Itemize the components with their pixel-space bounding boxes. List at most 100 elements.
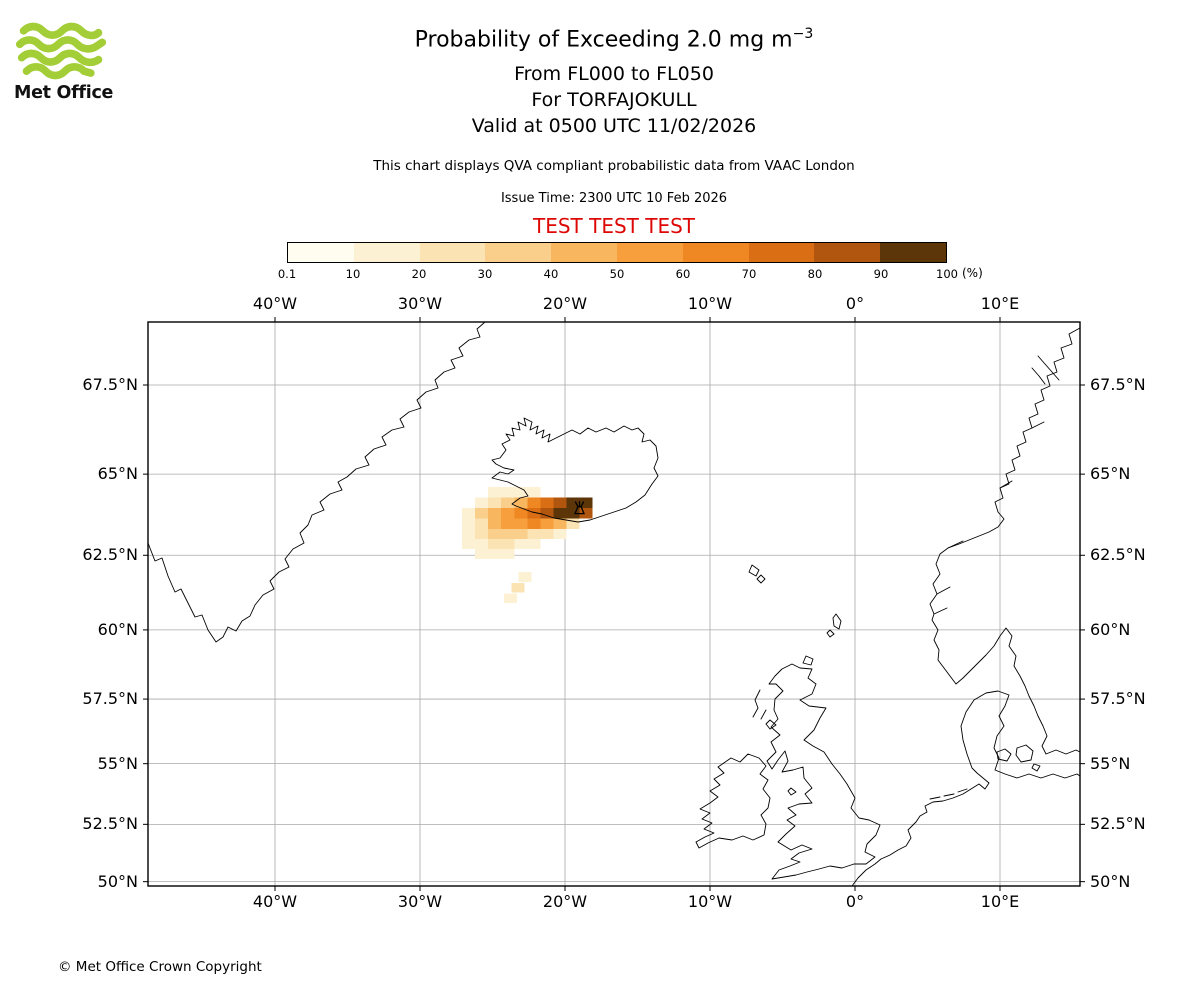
latitude-label-left: 52.5°N (82, 814, 138, 834)
title-exponent: −3 (792, 26, 814, 42)
plume-cell (566, 497, 580, 509)
colorbar-tick-label: 10 (345, 267, 361, 281)
latitude-label-right: 57.5°N (1090, 689, 1146, 709)
coastlines (147, 321, 1081, 887)
plume-cell (527, 528, 541, 539)
plume-cell (511, 582, 525, 593)
coastline-norway-fjord (999, 480, 1013, 489)
plume-cell (527, 518, 541, 529)
latitude-label-left: 65°N (97, 464, 138, 484)
longitude-label-top: 10°W (687, 294, 733, 313)
plume-cell (501, 518, 515, 529)
plume-cell (553, 518, 567, 529)
colorbar-segment (551, 243, 617, 262)
logo-wave (15, 36, 107, 53)
plume-cell (501, 538, 515, 550)
longitude-label-top: 10°E (980, 294, 1020, 313)
coastline-skye (765, 719, 777, 730)
colorbar-segment (748, 243, 815, 262)
coastline-norway-fjord (933, 607, 948, 615)
logo-wave (17, 49, 103, 67)
colorbar-segment (485, 243, 552, 262)
coastline-orkney (802, 655, 814, 666)
chart-title-text: Probability of Exceeding 2.0 mg m (414, 27, 793, 53)
valid-time-line: Valid at 0500 UTC 11/02/2026 (471, 115, 757, 137)
latitude-label-right: 52.5°N (1090, 814, 1146, 834)
plume-cell (579, 497, 593, 509)
plume-cell (488, 486, 502, 498)
colorbar-tick-label: 50 (609, 267, 625, 281)
coastline-shetland (832, 613, 842, 630)
flight-levels-line: From FL000 to FL050 (514, 63, 714, 85)
latitude-label-right: 62.5°N (1090, 545, 1146, 565)
longitude-label-bottom: 40°W (252, 892, 298, 911)
longitude-label-top: 30°W (397, 294, 443, 313)
test-banner: TEST TEST TEST (532, 214, 695, 238)
plume-cell (462, 518, 476, 529)
plume-cell (475, 528, 489, 539)
plume-cell (566, 518, 580, 529)
coastline-faroe-islands (748, 564, 760, 577)
colorbar-tick-label: 60 (675, 267, 691, 281)
plume-cell (540, 518, 554, 529)
plume-cell (475, 497, 489, 509)
plume-cell (553, 497, 567, 509)
latitude-label-right: 55°N (1090, 753, 1131, 773)
map-border (147, 321, 1081, 887)
logo-wave (22, 63, 95, 80)
volcano-marker (574, 501, 585, 515)
longitude-label-bottom: 20°W (542, 892, 588, 911)
colorbar-segment (616, 243, 683, 262)
plume-cell (527, 497, 541, 509)
coastline-zealand (1015, 744, 1034, 763)
plume-cell (501, 486, 515, 498)
longitude-label-bottom: 0° (845, 892, 865, 911)
colorbar-unit-label: (%) (962, 266, 983, 280)
coastline-frisian-islands (929, 796, 941, 800)
chart-title: Probability of Exceeding 2.0 mg m−3 (14, 26, 1200, 52)
plume-cell (501, 497, 515, 509)
plume-cell (475, 549, 489, 560)
coastline-greenland (147, 321, 486, 643)
longitude-label-bottom: 30°W (397, 892, 443, 911)
plume-cell (462, 528, 476, 539)
probability-colorbar (287, 242, 947, 263)
coastline-frisian-islands (943, 793, 955, 797)
coastline-lolland (1031, 763, 1041, 772)
colorbar-tick-label: 0.1 (277, 267, 297, 281)
plume-cell (475, 508, 489, 519)
colorbar-tick-label: 20 (411, 267, 427, 281)
ash-probability-raster (462, 486, 593, 603)
longitude-label-top: 0° (845, 294, 865, 313)
coastline-continental-europe (851, 690, 1081, 887)
coastline-isle-of-man (787, 787, 797, 796)
plume-cell (475, 518, 489, 529)
plume-cell (514, 518, 528, 529)
plume-cell (488, 549, 502, 560)
colorbar-tick-label: 30 (477, 267, 493, 281)
latitude-label-left: 62.5°N (82, 545, 138, 565)
plume-cell (462, 508, 476, 519)
latitude-label-left: 67.5°N (82, 375, 138, 394)
axis-ticks (143, 317, 1085, 891)
plume-cell (501, 508, 515, 519)
plume-cell (527, 486, 541, 498)
coastline-frisian-islands (957, 788, 968, 793)
plume-cell (475, 538, 489, 550)
volcano-marker-icon (574, 501, 585, 507)
met-office-logo-text: Met Office (14, 83, 114, 103)
coastline-lofoten (1031, 367, 1046, 385)
coastline-norway-fjord (936, 586, 951, 595)
plume-cell (553, 508, 567, 519)
longitude-label-bottom: 10°E (980, 892, 1020, 911)
plume-cell (488, 497, 502, 509)
plume-cell (527, 538, 541, 550)
coastline-hebrides (752, 689, 761, 718)
logo-wave (19, 22, 103, 40)
volcano-name-line: For TORFAJOKULL (531, 89, 697, 111)
coastline-iceland (491, 417, 659, 523)
coastline-shetland (826, 629, 835, 638)
latitude-label-left: 60°N (97, 619, 138, 639)
colorbar-segment (288, 243, 354, 262)
